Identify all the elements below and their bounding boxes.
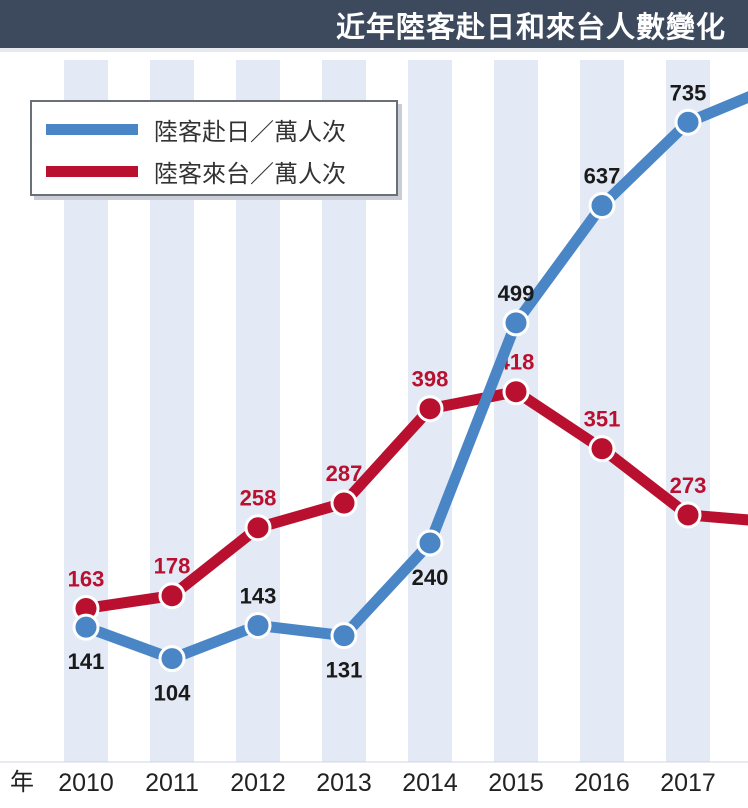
- column-band-2016: [580, 60, 624, 762]
- data-point-japan-2011: [158, 645, 186, 673]
- data-label-japan-2015: 499: [498, 281, 535, 306]
- data-label-taiwan-2010: 163: [68, 566, 105, 591]
- data-point-taiwan-2012: [244, 514, 272, 542]
- data-label-taiwan-2014: 398: [412, 367, 449, 392]
- legend-swatch-blue: [46, 123, 138, 135]
- data-label-japan-2010: 141: [68, 649, 105, 674]
- x-tick-label-2013: 2013: [316, 769, 372, 797]
- x-tick-label-2015: 2015: [488, 769, 544, 797]
- data-point-japan-2012: [244, 611, 272, 639]
- chart-title: 近年陸客赴日和來台人數變化: [335, 10, 726, 44]
- data-label-japan-2013: 131: [326, 658, 363, 683]
- data-label-japan-2012: 143: [240, 583, 277, 608]
- x-axis-unit-label: 年: [10, 768, 34, 796]
- data-point-japan-2016: [588, 192, 616, 220]
- data-label-japan-2017: 735: [670, 80, 707, 105]
- legend-item-taiwan: 陸客來台／萬人次: [46, 156, 346, 188]
- x-tick-label-2014: 2014: [402, 769, 458, 797]
- x-tick-label-2012: 2012: [230, 769, 286, 797]
- legend-label-taiwan: 陸客來台／萬人次: [154, 159, 346, 188]
- x-tick-label-2016: 2016: [574, 769, 630, 797]
- x-tick-label-2011: 2011: [145, 769, 199, 797]
- legend-label-japan: 陸客赴日／萬人次: [154, 117, 346, 146]
- data-point-taiwan-2015: [502, 378, 530, 406]
- legend: 陸客赴日／萬人次 陸客來台／萬人次: [30, 100, 398, 196]
- data-label-taiwan-2012: 258: [240, 486, 277, 511]
- data-label-taiwan-2013: 287: [326, 461, 363, 486]
- data-point-taiwan-2017: [674, 501, 702, 529]
- data-point-japan-2017: [674, 108, 702, 136]
- data-point-taiwan-2014: [416, 395, 444, 423]
- data-label-japan-2016: 637: [584, 164, 621, 189]
- legend-item-japan: 陸客赴日／萬人次: [46, 114, 346, 146]
- data-label-japan-2011: 104: [154, 681, 191, 706]
- data-point-taiwan-2016: [588, 435, 616, 463]
- x-tick-label-2010: 2010: [58, 769, 114, 797]
- legend-swatch-red: [46, 165, 138, 177]
- title-bar: 近年陸客赴日和來台人數變化: [0, 0, 748, 52]
- data-label-taiwan-2011: 178: [154, 554, 191, 579]
- series-line-japan: [80, 116, 694, 665]
- series-line-taiwan: [80, 386, 694, 614]
- column-band-2017: [666, 60, 710, 762]
- data-label-taiwan-2017: 273: [670, 473, 707, 498]
- data-point-japan-2010: [72, 613, 100, 641]
- column-band-2015: [494, 60, 538, 762]
- data-point-japan-2015: [502, 309, 530, 337]
- data-point-japan-2013: [330, 622, 358, 650]
- data-label-taiwan-2016: 351: [584, 407, 621, 432]
- data-point-taiwan-2013: [330, 489, 358, 517]
- data-point-japan-2014: [416, 529, 444, 557]
- data-point-taiwan-2011: [158, 582, 186, 610]
- data-label-japan-2014: 240: [412, 565, 449, 590]
- x-tick-label-2017: 2017: [660, 769, 716, 797]
